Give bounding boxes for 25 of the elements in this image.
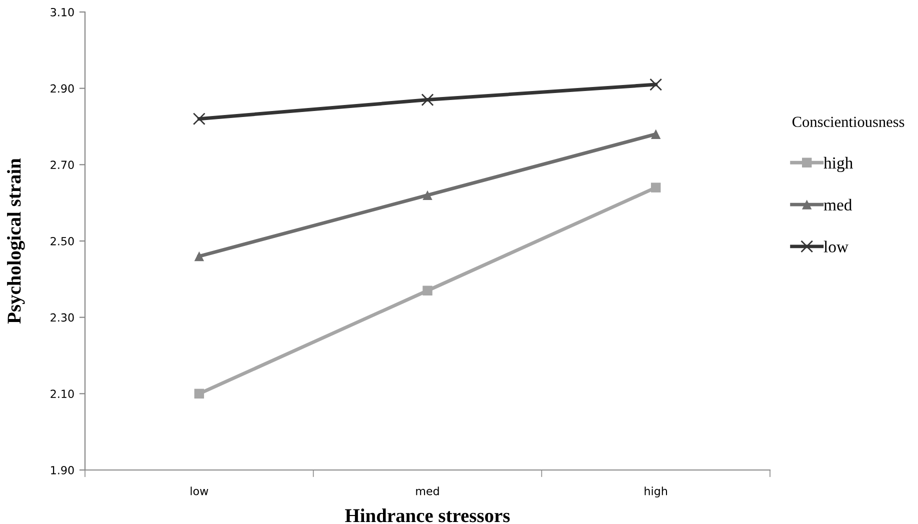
y-tick-label: 2.70: [50, 160, 74, 170]
legend-label: high: [824, 156, 853, 172]
point: [421, 94, 434, 106]
y-tick-label: 2.10: [50, 390, 74, 398]
point: [650, 182, 661, 192]
point: [422, 286, 432, 296]
y-tick-label: 2.50: [50, 236, 74, 246]
legend-label: low: [824, 240, 848, 252]
point: [192, 112, 206, 126]
x-tick-label: med: [416, 486, 439, 496]
point: [422, 190, 432, 200]
y-axis-title: Psychological strain: [7, 158, 25, 324]
point: [194, 251, 204, 262]
x-axis-title: Hindrance stressors: [345, 508, 510, 522]
point: [650, 129, 661, 139]
x-tick-label: high: [644, 486, 667, 498]
y-tick-label: 1.90: [51, 466, 74, 474]
point: [194, 388, 204, 399]
legend-title: Conscientiousness: [792, 116, 904, 128]
point: [650, 78, 662, 91]
x-tick-label: low: [190, 486, 208, 496]
y-tick-label: 3.10: [50, 8, 74, 16]
legend-label: med: [824, 198, 852, 211]
y-tick-label: 2.90: [50, 84, 74, 93]
y-tick-label: 2.30: [50, 313, 74, 322]
